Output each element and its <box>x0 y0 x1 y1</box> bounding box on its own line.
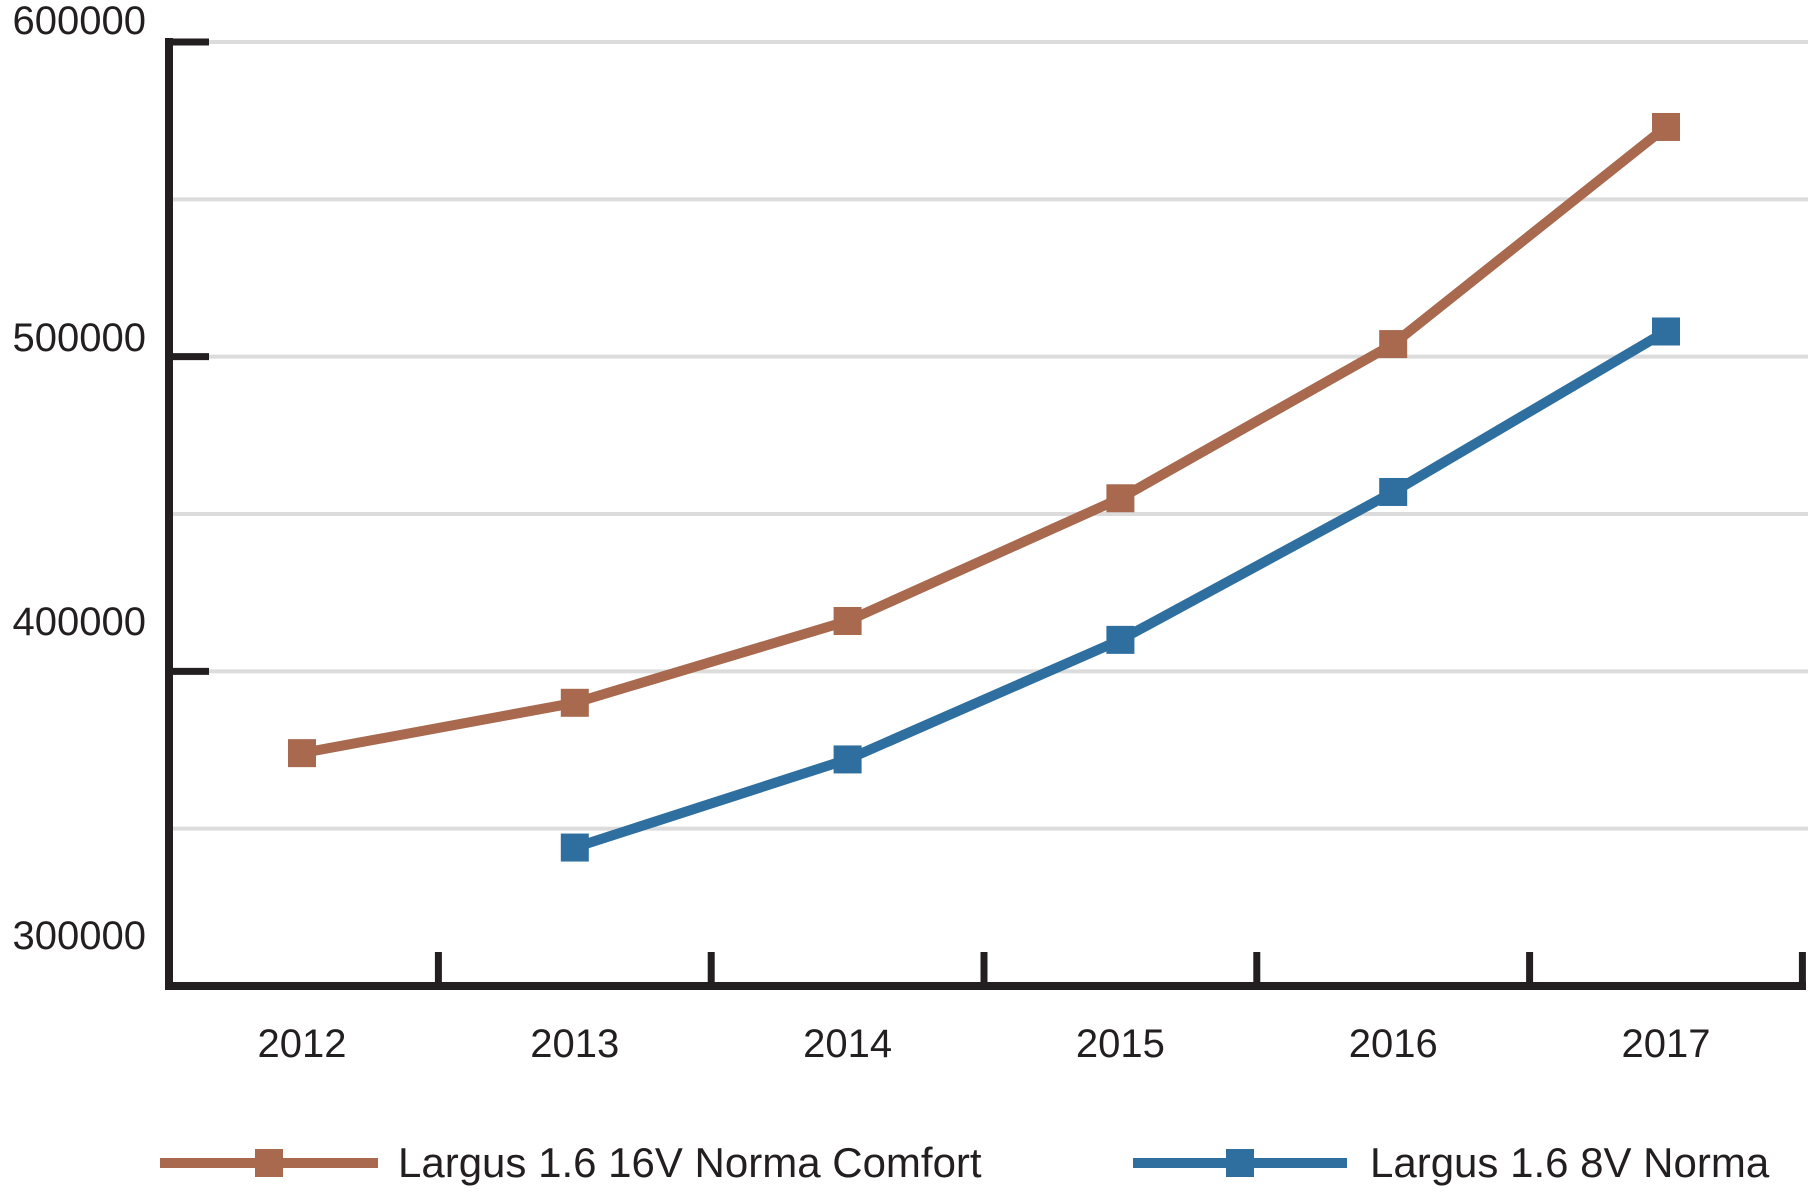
y-axis-label: 400000 <box>13 600 146 644</box>
series-line-1 <box>573 327 1669 853</box>
data-point-marker <box>560 688 589 717</box>
data-point-marker <box>1652 317 1680 346</box>
legend-label-comfort: Largus 1.6 16V Norma Comfort <box>398 1139 982 1186</box>
x-axis-label: 2013 <box>530 1022 619 1066</box>
data-point-marker <box>1379 477 1408 506</box>
legend-square-marker <box>255 1149 283 1177</box>
x-axis-label: 2017 <box>1622 1022 1711 1066</box>
x-axis-label: 2016 <box>1349 1022 1438 1066</box>
x-axis-label: 2014 <box>803 1022 892 1066</box>
y-axis-label: 600000 <box>13 0 146 43</box>
legend-item-norma: Largus 1.6 8V Norma <box>1133 1132 1769 1194</box>
y-axis-label: 500000 <box>13 316 146 360</box>
y-axis-label: 300000 <box>13 914 146 958</box>
data-point-marker <box>1106 625 1135 654</box>
data-point-marker <box>833 745 862 774</box>
data-point-marker <box>1652 112 1680 141</box>
data-point-marker <box>833 606 862 635</box>
data-point-marker <box>560 833 589 862</box>
data-point-marker <box>288 739 316 768</box>
data-point-marker <box>1379 330 1408 359</box>
legend-item-comfort: Largus 1.6 16V Norma Comfort <box>160 1132 982 1194</box>
x-axis-label: 2015 <box>1076 1022 1165 1066</box>
series-line-0 <box>301 123 1670 759</box>
legend-marker-comfort-icon <box>160 1149 378 1177</box>
legend: Largus 1.6 16V Norma Comfort Largus 1.6 … <box>0 1132 1808 1194</box>
data-point-marker <box>1106 484 1135 513</box>
x-axis-label: 2012 <box>258 1022 347 1066</box>
legend-marker-norma-icon <box>1133 1149 1347 1177</box>
legend-square-marker <box>1226 1149 1254 1177</box>
legend-label-norma: Largus 1.6 8V Norma <box>1370 1139 1770 1186</box>
